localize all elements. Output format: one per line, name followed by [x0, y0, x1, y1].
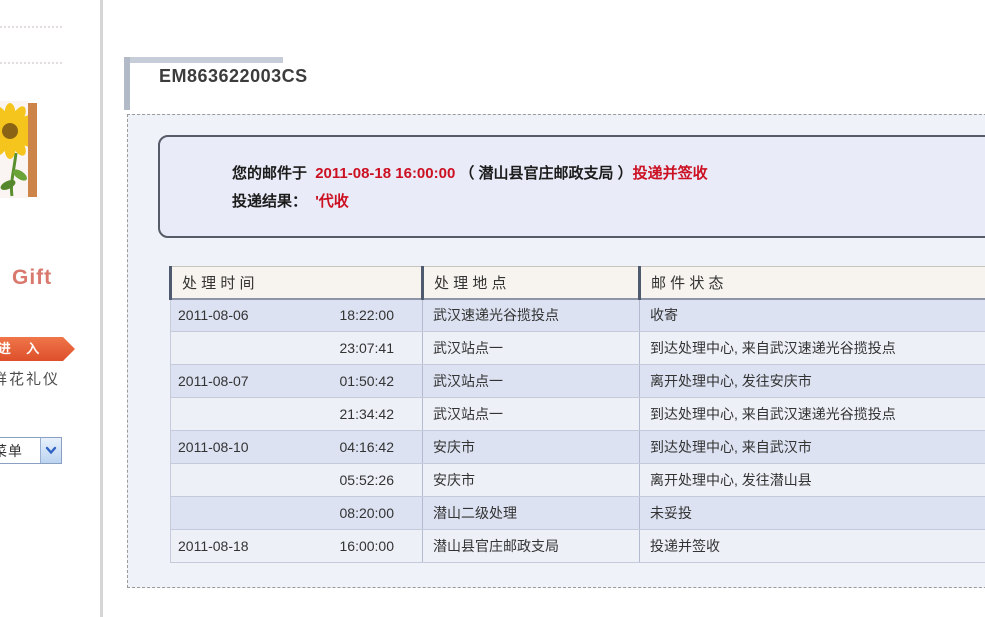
menu-dropdown-value: 菜单: [0, 442, 23, 459]
dashed-divider-1: [0, 26, 62, 28]
chevron-down-icon[interactable]: [40, 438, 61, 463]
table-row: 2011-08-07 01:50:42 武汉站点一 离开处理中心, 发往安庆市: [170, 364, 985, 398]
table-row: 08:20:00 潜山二级处理 未妥投: [170, 496, 985, 530]
table-row: 05:52:26 安庆市 离开处理中心, 发往潜山县: [170, 463, 985, 497]
result-label: 投递结果：: [232, 193, 308, 210]
header-mail-status: 邮 件 状 态: [638, 266, 985, 300]
notice-location: （ 潜山县官庄邮政支局 ）: [459, 165, 633, 182]
enter-button[interactable]: 进 入: [0, 337, 75, 361]
flower-service-label: 鲜花礼仪: [0, 371, 61, 388]
notice-prefix: 您的邮件于: [232, 165, 308, 182]
orange-accent-bar: [28, 103, 37, 197]
tracking-result-panel: 您的邮件于 2011-08-18 16:00:00 （ 潜山县官庄邮政支局 ）投递…: [127, 114, 985, 588]
dashed-divider-2: [0, 62, 62, 64]
header-process-location: 处 理 地 点: [421, 266, 640, 300]
table-row: 23:07:41 武汉站点一 到达处理中心, 来自武汉速递光谷揽投点: [170, 331, 985, 365]
table-row: 21:34:42 武汉站点一 到达处理中心, 来自武汉速递光谷揽投点: [170, 397, 985, 431]
title-tab-top-edge: [127, 57, 283, 63]
table-header-row: 处 理 时 间 处 理 地 点 邮 件 状 态: [169, 266, 985, 300]
sunflower-image: [0, 101, 28, 198]
table-row: 2011-08-10 04:16:42 安庆市 到达处理中心, 来自武汉市: [170, 430, 985, 464]
delivery-notice: 您的邮件于 2011-08-18 16:00:00 （ 潜山县官庄邮政支局 ）投递…: [158, 135, 985, 238]
notice-status: 投递并签收: [632, 165, 708, 182]
notice-datetime: 2011-08-18 16:00:00: [315, 165, 456, 182]
gift-label: Gift: [12, 266, 53, 289]
table-row: 2011-08-06 18:22:00 武汉速递光谷揽投点 收寄: [170, 298, 985, 332]
sidebar-divider: [100, 0, 103, 617]
main-content: EM863622003CS 您的邮件于 2011-08-18 16:00:00 （…: [103, 0, 985, 617]
tracking-number-title: EM863622003CS: [159, 66, 308, 86]
notice-line-2: 投递结果： '代收: [232, 188, 985, 216]
tracking-history-table: 处 理 时 间 处 理 地 点 邮 件 状 态 2011-08-06 18:22:…: [169, 266, 985, 563]
sidebar: Gift 进 入 鲜花礼仪 菜单: [0, 0, 103, 617]
menu-dropdown[interactable]: 菜单: [0, 437, 62, 464]
result-value: '代收: [315, 193, 349, 210]
header-process-time: 处 理 时 间: [169, 266, 423, 300]
table-row: 2011-08-18 16:00:00 潜山县官庄邮政支局 投递并签收: [170, 529, 985, 563]
notice-line-1: 您的邮件于 2011-08-18 16:00:00 （ 潜山县官庄邮政支局 ）投递…: [232, 160, 985, 188]
title-tab-left-edge: [124, 57, 130, 110]
